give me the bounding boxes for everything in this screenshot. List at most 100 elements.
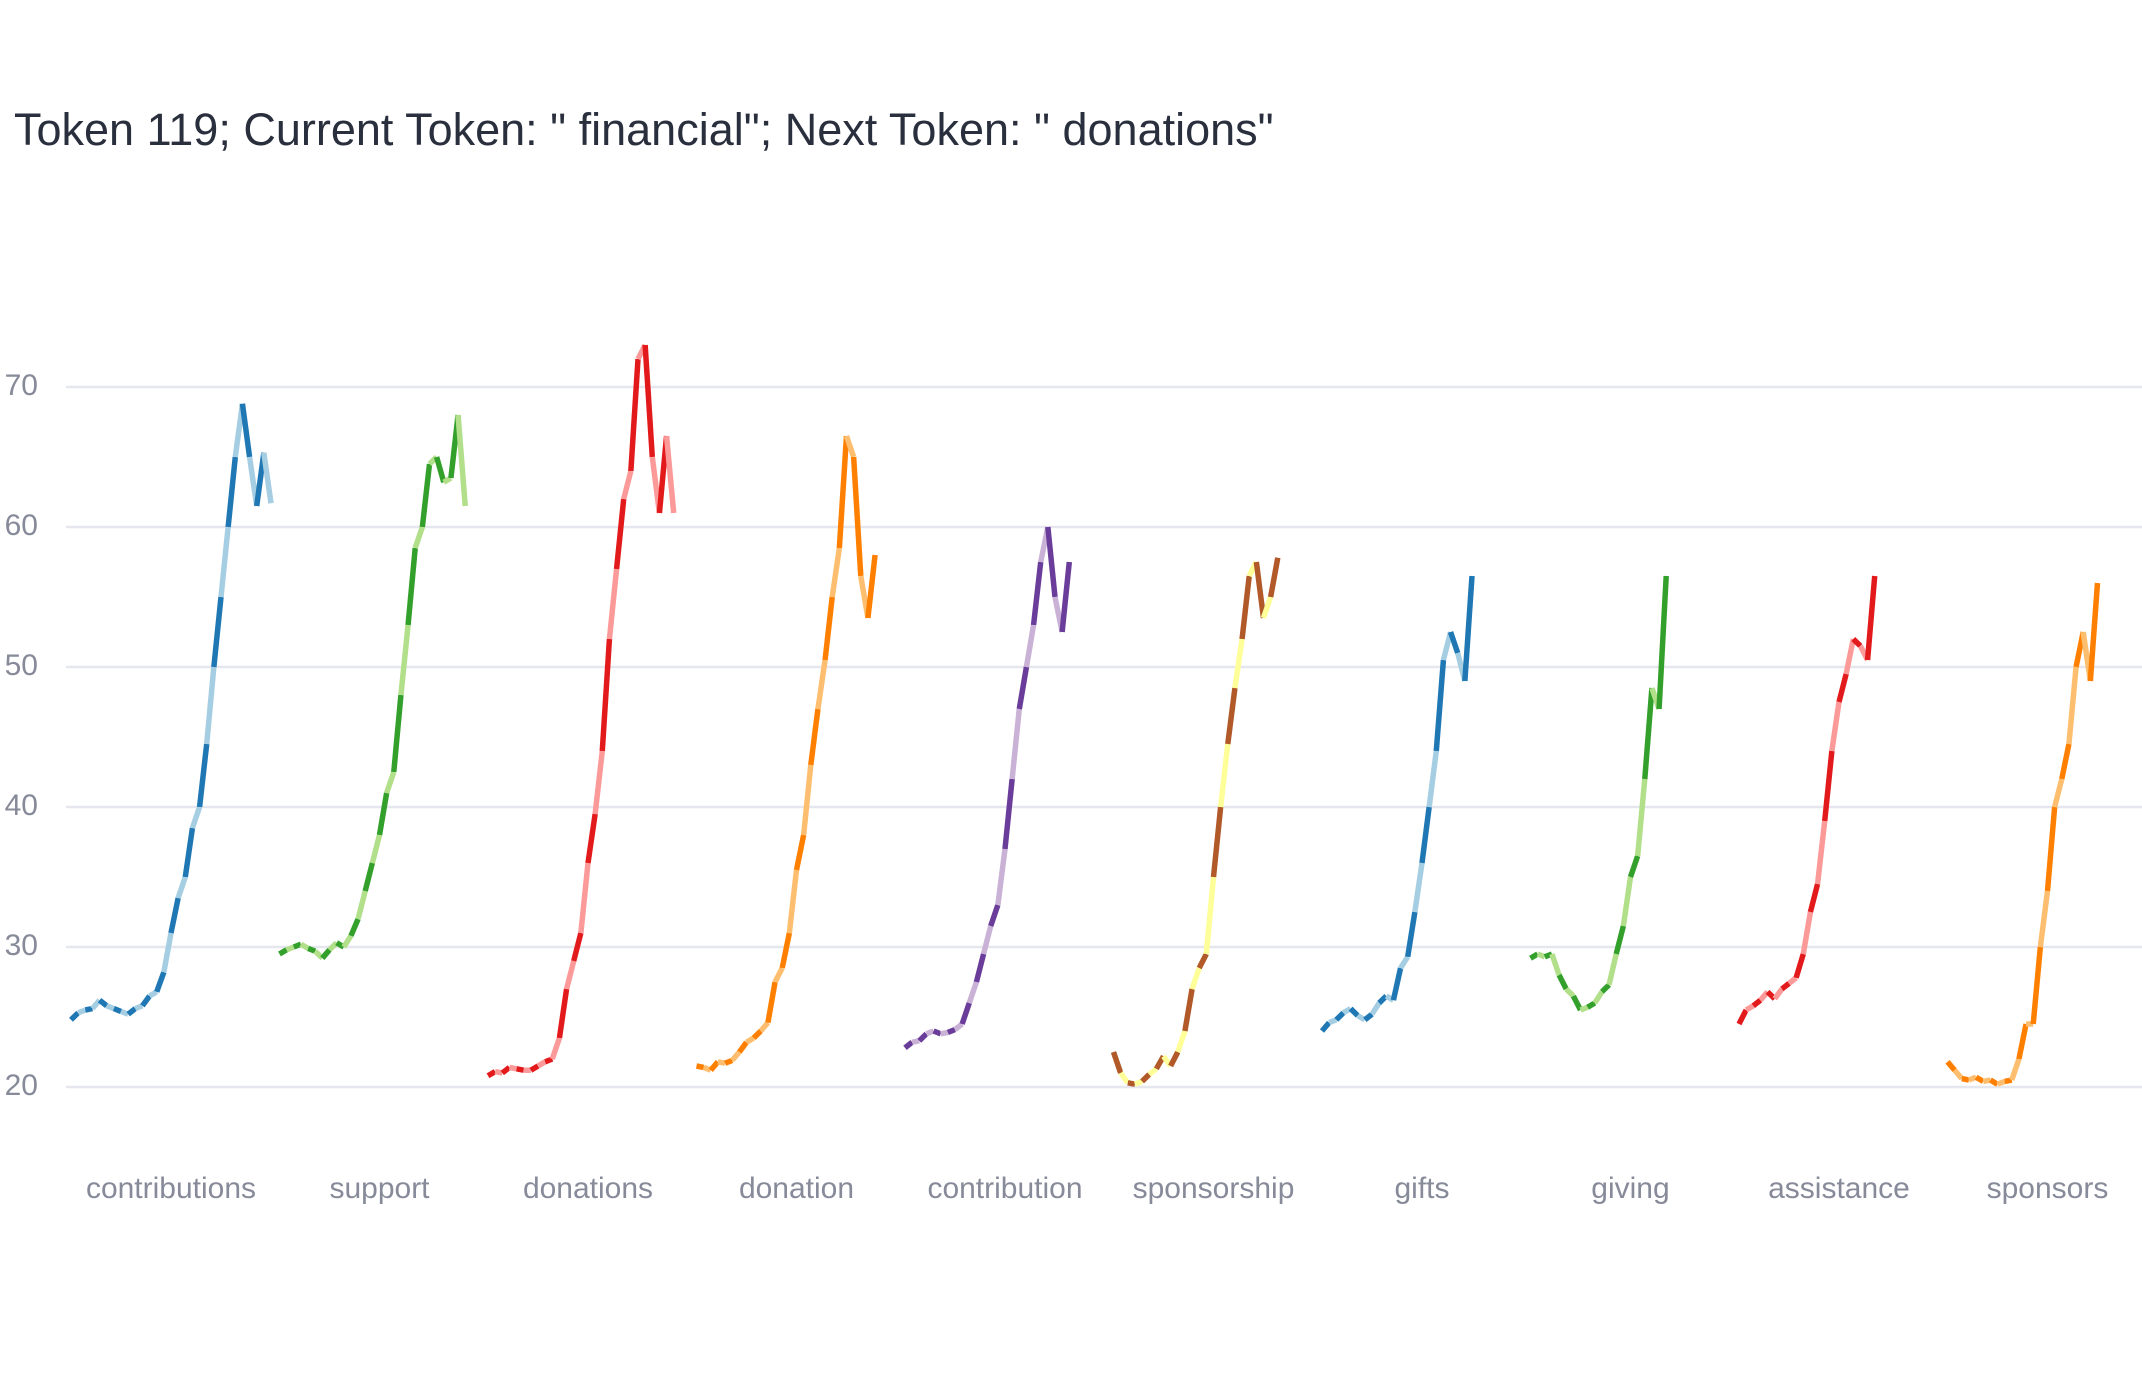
- x-tick-label: contribution: [927, 1172, 1082, 1205]
- line-segment: [203, 666, 217, 745]
- line-segment: [1002, 778, 1015, 850]
- line-segment: [779, 932, 793, 969]
- line-segment: [2066, 666, 2079, 745]
- line-segment: [1267, 557, 1281, 598]
- line-segment: [1787, 975, 1798, 986]
- line-segment: [578, 862, 591, 934]
- line-segment: [292, 941, 302, 950]
- line-segment: [1851, 637, 1863, 648]
- line-segment: [599, 638, 613, 752]
- line-segment: [724, 1057, 734, 1066]
- line-segment: [1203, 876, 1217, 955]
- line-segment: [1348, 1006, 1360, 1018]
- line-segment: [815, 659, 828, 710]
- chart-title: Token 119; Current Token: " financial"; …: [14, 104, 1274, 155]
- line-segment: [105, 1003, 115, 1012]
- line-segment: [1620, 876, 1634, 927]
- line-segment: [940, 1029, 949, 1037]
- line-segment: [800, 764, 814, 836]
- line-segment: [112, 1006, 123, 1014]
- line-segment: [1045, 526, 1058, 598]
- line-segment: [1217, 743, 1231, 808]
- x-tick-label: donations: [523, 1172, 653, 1205]
- line-segment: [2059, 743, 2072, 780]
- line-segment: [1210, 806, 1224, 878]
- line-segment: [154, 971, 167, 993]
- line-segment: [119, 1008, 130, 1017]
- line-segment: [341, 934, 354, 949]
- line-segment: [239, 403, 253, 458]
- line-segment: [369, 834, 383, 864]
- line-segment: [903, 1040, 914, 1050]
- line-segment: [708, 1060, 721, 1072]
- line-segment: [1260, 596, 1274, 619]
- line-segment: [405, 547, 418, 626]
- line-segment: [175, 876, 188, 899]
- line-segment: [1363, 1012, 1374, 1022]
- line-segment: [606, 568, 620, 640]
- line-segment: [925, 1028, 935, 1037]
- line-segment: [261, 452, 274, 504]
- line-segment: [442, 475, 453, 485]
- line-segment: [911, 1038, 920, 1045]
- line-segment: [1744, 1003, 1755, 1013]
- line-segment: [486, 1069, 497, 1079]
- line-segment: [134, 1003, 144, 1012]
- line-segment: [737, 1040, 749, 1054]
- line-segment: [348, 917, 361, 937]
- line-segment: [1751, 998, 1763, 1008]
- line-segment: [1182, 988, 1195, 1032]
- x-tick-label: sponsors: [1987, 1172, 2109, 1205]
- line-segment: [433, 456, 447, 483]
- line-segment: [1829, 701, 1842, 752]
- line-segment: [1426, 750, 1440, 808]
- line-segment: [189, 806, 203, 829]
- line-segment: [571, 932, 584, 962]
- line-segment: [1843, 638, 1856, 675]
- line-segment: [1433, 659, 1447, 752]
- line-segment: [1982, 1077, 1991, 1085]
- x-tick-label: sponsorship: [1133, 1172, 1295, 1205]
- line-segment: [628, 358, 641, 472]
- line-segment: [168, 897, 181, 934]
- line-segment: [988, 904, 1001, 927]
- line-segment: [2051, 778, 2065, 808]
- line-segment: [1232, 638, 1245, 689]
- line-segment: [1390, 967, 1404, 1001]
- line-segment: [1800, 911, 1814, 955]
- line-segment: [362, 862, 376, 892]
- line-segment: [585, 813, 598, 864]
- line-segment: [1118, 1071, 1131, 1085]
- line-segment: [307, 945, 317, 954]
- line-segment: [1967, 1074, 1978, 1083]
- line-segment: [327, 940, 339, 952]
- line-segment: [1793, 953, 1806, 979]
- line-segment: [1342, 1006, 1352, 1016]
- line-segment: [1772, 987, 1785, 1001]
- line-segment: [1807, 883, 1821, 913]
- line-segment: [384, 771, 397, 794]
- line-segment: [536, 1059, 547, 1069]
- line-segment: [398, 624, 411, 696]
- line-segment: [140, 994, 152, 1008]
- line-segment: [1328, 1017, 1338, 1026]
- line-segment: [850, 456, 864, 577]
- line-segment: [516, 1066, 525, 1073]
- line-segment: [1627, 855, 1641, 878]
- line-segment: [2030, 946, 2044, 1025]
- x-tick-label: assistance: [1768, 1172, 1910, 1205]
- line-segment: [1529, 951, 1540, 961]
- line-segment: [148, 989, 159, 999]
- line-segment: [946, 1027, 957, 1035]
- line-segment: [1579, 1004, 1589, 1013]
- line-segment: [320, 948, 332, 960]
- line-segment: [69, 1010, 81, 1022]
- line-segment: [1462, 575, 1475, 682]
- line-segment: [2037, 890, 2051, 948]
- line-segment: [2009, 1058, 2022, 1081]
- line-segment: [549, 1037, 563, 1060]
- line-segment: [695, 1063, 705, 1071]
- line-segment: [218, 526, 231, 598]
- line-segment: [966, 981, 980, 1004]
